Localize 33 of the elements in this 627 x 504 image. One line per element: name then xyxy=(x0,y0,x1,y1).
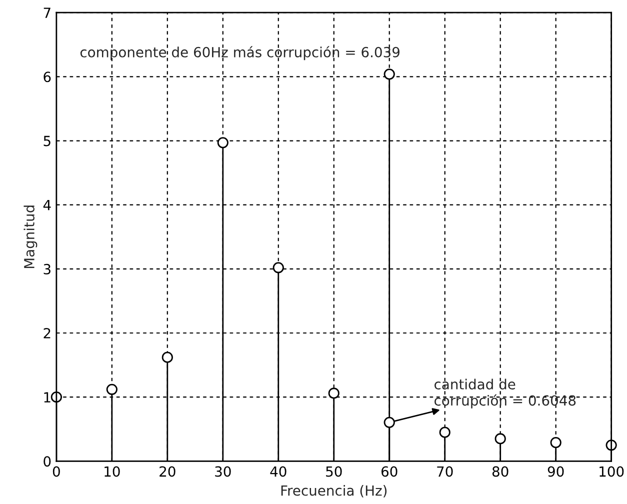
point xyxy=(106,384,118,395)
annotation: componente de 60Hz más corrupción = 6.039 xyxy=(80,46,400,60)
x-tick-label: 80 xyxy=(492,466,508,477)
x-tick-label: 20 xyxy=(160,466,176,477)
x-tick-label: 90 xyxy=(548,466,564,477)
x-tick-label: 10 xyxy=(104,466,120,477)
x-tick-label: 100 xyxy=(600,466,624,477)
y-tick-label: 4 xyxy=(43,200,51,210)
point xyxy=(217,137,228,148)
point xyxy=(550,437,562,448)
y-tick-label: 1 xyxy=(44,392,50,402)
x-tick-label: 60 xyxy=(382,466,398,477)
point xyxy=(384,416,395,428)
x-tick-label: 40 xyxy=(270,466,286,477)
point xyxy=(328,388,340,399)
point xyxy=(272,262,284,274)
y-axis-title: Magnitud xyxy=(24,206,38,268)
y-tick-label: 0 xyxy=(44,456,51,467)
x-tick-label: 0 xyxy=(52,466,60,477)
point xyxy=(494,433,506,444)
y-tick-label: 5 xyxy=(44,136,50,146)
x-tick-label: 70 xyxy=(437,466,453,477)
y-tick-label: 7 xyxy=(44,8,50,18)
annotation: cantidad de corrupción = 0.6048 xyxy=(434,378,576,408)
y-tick-label: 3 xyxy=(44,264,50,274)
x-tick-label: 50 xyxy=(326,466,342,477)
y-tick-label: 2 xyxy=(44,328,50,338)
point xyxy=(162,352,173,363)
y-tick-label: 6 xyxy=(44,72,51,82)
x-axis-title: Frecuencia (Hz) xyxy=(281,485,387,498)
point xyxy=(439,426,450,438)
x-tick-label: 30 xyxy=(215,466,231,477)
point xyxy=(384,68,395,80)
